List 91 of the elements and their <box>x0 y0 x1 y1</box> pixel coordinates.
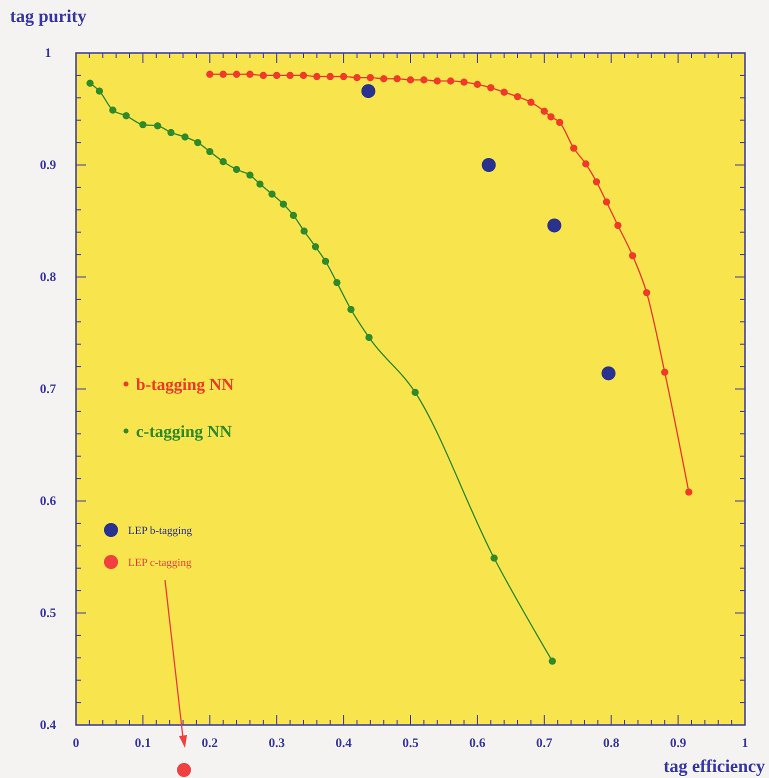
point <box>629 252 636 260</box>
point <box>614 222 622 230</box>
point <box>540 108 548 115</box>
point <box>96 87 104 95</box>
point <box>474 80 481 88</box>
x-tick-label: 0 <box>72 735 80 750</box>
point <box>482 158 496 172</box>
point <box>406 76 414 84</box>
point <box>206 148 214 156</box>
point <box>194 139 202 146</box>
point <box>220 158 227 166</box>
point <box>527 98 535 106</box>
x-tick-label: 0.2 <box>202 735 218 750</box>
point <box>167 128 175 136</box>
x-tick-label: 0.5 <box>402 735 420 750</box>
x-axis-title: tag efficiency <box>664 756 765 776</box>
point <box>365 334 373 342</box>
point <box>366 74 374 82</box>
point <box>139 121 146 128</box>
point <box>547 113 555 120</box>
point <box>256 180 264 188</box>
point <box>109 106 116 114</box>
point <box>181 133 189 141</box>
point <box>333 279 341 286</box>
x-tick-label: 0.9 <box>670 735 687 750</box>
point <box>380 75 388 82</box>
point <box>268 190 276 198</box>
point <box>420 76 428 84</box>
x-tick-label: 0.7 <box>536 735 553 750</box>
legend-label: LEP b-tagging <box>128 525 193 537</box>
point <box>122 112 130 120</box>
point <box>487 84 494 92</box>
y-tick-label: 0.4 <box>40 717 57 732</box>
point <box>353 74 361 82</box>
y-tick-label: 0.5 <box>40 605 57 620</box>
point <box>514 93 522 100</box>
x-tick-label: 0.6 <box>469 735 486 750</box>
y-tick-label: 0.8 <box>40 269 57 284</box>
point <box>602 366 616 380</box>
legend-label: LEP c-tagging <box>128 557 192 569</box>
y-tick-label: 0.6 <box>40 493 57 508</box>
x-tick-label: 0.8 <box>603 735 620 750</box>
point <box>280 200 287 208</box>
point <box>570 144 578 152</box>
point <box>460 78 468 86</box>
point <box>220 70 227 78</box>
point <box>361 84 376 98</box>
point <box>500 88 508 96</box>
point <box>547 218 562 232</box>
y-tick-label: 1 <box>44 45 52 60</box>
point <box>232 70 240 78</box>
point <box>582 160 590 168</box>
point <box>313 72 320 80</box>
legend-label: b-tagging NN <box>136 375 234 394</box>
point <box>322 258 330 265</box>
point <box>643 289 650 296</box>
point <box>246 171 254 179</box>
point <box>273 72 280 79</box>
point <box>661 368 668 376</box>
x-tick-label: 0.1 <box>134 735 152 750</box>
y-axis-title: tag purity <box>10 6 86 26</box>
point <box>412 388 419 396</box>
point <box>340 72 348 80</box>
point <box>602 198 610 206</box>
point <box>434 77 441 85</box>
point <box>447 77 454 85</box>
point <box>206 70 214 78</box>
point <box>326 72 334 80</box>
legend-label: c-tagging NN <box>136 422 233 441</box>
point <box>260 72 267 79</box>
x-tick-label: 1 <box>742 735 748 750</box>
point <box>685 488 692 496</box>
point <box>548 658 556 665</box>
point <box>300 227 308 235</box>
point <box>490 554 498 562</box>
point <box>290 212 298 219</box>
point <box>154 122 162 130</box>
x-tick-label: 0.4 <box>335 735 352 750</box>
y-tick-label: 0.9 <box>40 157 57 172</box>
point <box>556 118 564 126</box>
point <box>86 80 94 87</box>
point <box>394 75 401 82</box>
point <box>232 166 240 174</box>
y-tick-label: 0.7 <box>40 381 57 396</box>
x-tick-label: 0.3 <box>268 735 286 750</box>
point <box>246 70 254 78</box>
point <box>592 178 600 186</box>
point <box>347 306 355 314</box>
point <box>300 72 308 79</box>
point <box>312 243 320 250</box>
point <box>286 72 294 79</box>
